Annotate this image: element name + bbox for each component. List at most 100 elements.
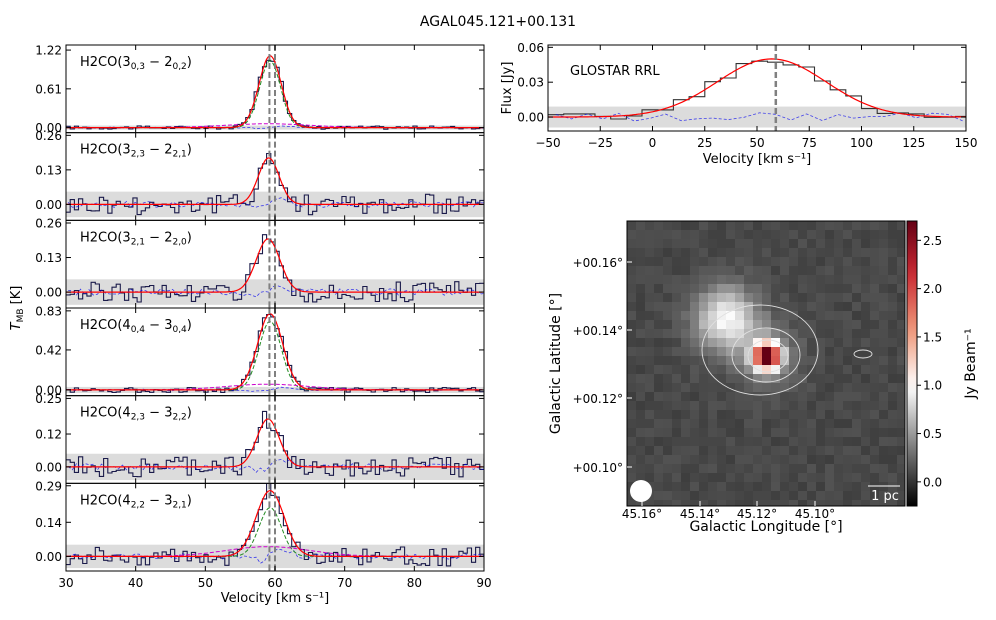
map-pixel [663,248,673,258]
map-pixel [816,491,826,501]
panel-content [66,483,484,571]
map-pixel [708,500,718,506]
map-pixel [681,293,691,303]
map-pixel [888,257,898,267]
map-pixel [762,446,772,456]
map-pixel [789,464,799,474]
map-pixel [654,230,664,240]
map-pixel [798,266,808,276]
map-pixel [798,356,808,366]
map-pixel [627,464,637,474]
map-pixel [699,302,709,312]
map-pixel [771,482,781,492]
map-pixel [690,473,700,483]
map-pixel [735,248,745,258]
map-pixel [717,275,727,285]
map-pixel [636,401,646,411]
map-pixel [852,374,862,384]
map-pixel [834,221,844,231]
map-pixel [843,248,853,258]
map-pixel [654,383,664,393]
map-pixel [888,419,898,429]
map-pixel [699,320,709,330]
map-pixel [807,311,817,321]
map-pixel [735,383,745,393]
map-pixel [816,329,826,339]
map-pixel [708,275,718,285]
map-pixel [825,284,835,294]
map-pixel [897,392,905,402]
map-pixel [888,464,898,474]
map-pixel [816,419,826,429]
map-pixel [717,365,727,375]
map-pixel [843,410,853,420]
y-tick-label: 0.26 [35,129,62,143]
map-pixel [690,410,700,420]
map-pixel [753,482,763,492]
map-pixel [843,437,853,447]
map-pixel [798,428,808,438]
map-pixel [762,500,772,506]
map-pixel [771,437,781,447]
map-pixel [681,239,691,249]
map-pixel [735,500,745,506]
label-text: ) [187,55,192,70]
map-pixel [789,284,799,294]
map-pixel [816,482,826,492]
map-pixel [816,275,826,285]
map-pixel [654,500,664,506]
map-pixel [735,419,745,429]
map-pixel [897,248,905,258]
map-pixel [852,410,862,420]
map-pixel [897,347,905,357]
map-pixel [717,401,727,411]
map-pixel [726,374,736,384]
map-pixel [807,293,817,303]
map-pixel [780,293,790,303]
map-pixel [852,230,862,240]
map-pixel [888,320,898,330]
map-pixel [672,428,682,438]
map-pixel [870,311,880,321]
map-pixel [690,275,700,285]
y-tick-label: 0.00 [35,550,62,564]
map-pixel [834,293,844,303]
map-pixel [843,338,853,348]
map-pixel [645,338,655,348]
map-pixel [798,302,808,312]
map-pixel [807,329,817,339]
map-pixel [699,338,709,348]
map-pixel [681,455,691,465]
label-text: ) [187,318,192,333]
map-pixel [753,230,763,240]
map-pixel [672,482,682,492]
x-tick-label: 150 [955,136,978,150]
x-tick-label: 60 [267,576,282,590]
map-pixel [780,446,790,456]
map-pixel [834,329,844,339]
map-pixel [636,347,646,357]
map-pixel [897,491,905,501]
map-pixel [636,257,646,267]
map-pixel [708,329,718,339]
map-pixel [726,338,736,348]
map-pixel [897,482,905,492]
map-pixel [672,500,682,506]
map-pixel [744,482,754,492]
colorbar-tick-label: 1.5 [923,330,942,344]
map-pixel [861,365,871,375]
map-pixel [654,356,664,366]
map-pixel [717,419,727,429]
map-pixel [807,482,817,492]
map-pixel [789,392,799,402]
map-pixel [636,329,646,339]
map-pixel [879,491,889,501]
map-pixel [852,491,862,501]
map-pixel [726,464,736,474]
map-pixel [726,446,736,456]
map-pixel [870,365,880,375]
map-pixel [888,410,898,420]
map-pixel [825,230,835,240]
map-pixel [717,410,727,420]
map-pixel [726,293,736,303]
